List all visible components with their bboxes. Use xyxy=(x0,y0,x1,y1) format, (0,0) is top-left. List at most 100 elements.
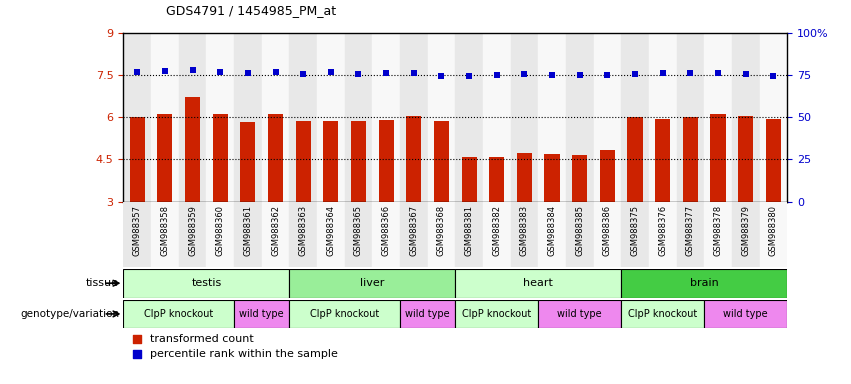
Bar xyxy=(289,202,317,267)
Point xyxy=(601,72,614,78)
Bar xyxy=(289,300,400,328)
Text: percentile rank within the sample: percentile rank within the sample xyxy=(150,349,338,359)
Bar xyxy=(649,33,677,202)
Text: GSM988381: GSM988381 xyxy=(465,205,474,256)
Bar xyxy=(379,120,394,202)
Bar xyxy=(677,202,705,267)
Text: GSM988366: GSM988366 xyxy=(381,205,391,256)
Bar xyxy=(213,114,228,202)
Text: GSM988362: GSM988362 xyxy=(271,205,280,256)
Point xyxy=(296,71,310,78)
Bar xyxy=(539,33,566,202)
Point xyxy=(462,73,476,79)
Bar xyxy=(151,202,179,267)
Bar xyxy=(517,153,532,202)
Text: brain: brain xyxy=(690,278,718,288)
Point xyxy=(130,69,144,75)
Bar xyxy=(566,33,594,202)
Text: testis: testis xyxy=(191,278,221,288)
Text: ClpP knockout: ClpP knockout xyxy=(144,309,214,319)
Text: GSM988358: GSM988358 xyxy=(160,205,169,256)
Point xyxy=(545,72,559,78)
Bar xyxy=(373,33,400,202)
Text: GSM988360: GSM988360 xyxy=(215,205,225,256)
Bar xyxy=(732,202,760,267)
Bar xyxy=(434,121,449,202)
Bar xyxy=(373,202,400,267)
Text: ClpP knockout: ClpP knockout xyxy=(462,309,531,319)
Bar xyxy=(621,269,787,298)
Point xyxy=(683,70,697,76)
Bar xyxy=(317,33,345,202)
Bar xyxy=(600,151,615,202)
Point xyxy=(628,71,642,78)
Bar xyxy=(594,33,621,202)
Bar xyxy=(123,202,151,267)
Bar xyxy=(455,300,539,328)
Bar xyxy=(427,202,455,267)
Bar xyxy=(489,157,505,202)
Point xyxy=(186,67,199,73)
Bar xyxy=(289,269,455,298)
Text: GSM988361: GSM988361 xyxy=(243,205,253,256)
Text: liver: liver xyxy=(360,278,385,288)
Point xyxy=(767,73,780,79)
Text: GSM988380: GSM988380 xyxy=(768,205,778,256)
Text: GSM988385: GSM988385 xyxy=(575,205,585,256)
Bar xyxy=(655,119,671,202)
Text: GSM988382: GSM988382 xyxy=(492,205,501,256)
Bar xyxy=(511,33,539,202)
Point xyxy=(573,72,586,78)
Bar xyxy=(760,33,787,202)
Bar xyxy=(539,202,566,267)
Bar xyxy=(179,202,206,267)
Bar xyxy=(400,202,428,267)
Bar xyxy=(123,300,234,328)
Bar xyxy=(705,300,787,328)
Bar xyxy=(677,33,705,202)
Text: heart: heart xyxy=(523,278,553,288)
Bar xyxy=(234,300,289,328)
Point xyxy=(214,68,227,74)
Point xyxy=(711,70,725,76)
Text: genotype/variation: genotype/variation xyxy=(20,309,119,319)
Bar xyxy=(234,33,262,202)
Point xyxy=(130,336,144,342)
Text: GSM988367: GSM988367 xyxy=(409,205,419,256)
Bar xyxy=(123,33,151,202)
Text: GSM988378: GSM988378 xyxy=(713,205,722,256)
Bar xyxy=(738,116,753,202)
Bar xyxy=(289,33,317,202)
Bar xyxy=(621,202,649,267)
Text: wild type: wild type xyxy=(239,309,284,319)
Bar xyxy=(683,117,698,202)
Point xyxy=(241,70,254,76)
Bar xyxy=(129,117,145,202)
Bar xyxy=(760,202,787,267)
Bar xyxy=(511,202,539,267)
Bar xyxy=(461,157,477,202)
Point xyxy=(130,351,144,357)
Text: GSM988357: GSM988357 xyxy=(133,205,142,256)
Bar xyxy=(240,122,255,202)
Bar xyxy=(206,33,234,202)
Bar xyxy=(262,33,289,202)
Bar xyxy=(705,202,732,267)
Point xyxy=(380,70,393,76)
Text: GSM988368: GSM988368 xyxy=(437,205,446,256)
Point xyxy=(435,73,448,79)
Bar xyxy=(594,202,621,267)
Bar xyxy=(351,121,366,202)
Text: GSM988377: GSM988377 xyxy=(686,205,695,256)
Bar xyxy=(185,98,200,202)
Bar xyxy=(345,202,373,267)
Bar xyxy=(295,121,311,202)
Bar xyxy=(627,117,643,202)
Bar xyxy=(317,202,345,267)
Bar xyxy=(206,202,234,267)
Point xyxy=(324,69,338,75)
Text: GSM988363: GSM988363 xyxy=(299,205,308,256)
Text: GSM988365: GSM988365 xyxy=(354,205,363,256)
Point xyxy=(407,70,420,76)
Point xyxy=(517,71,531,78)
